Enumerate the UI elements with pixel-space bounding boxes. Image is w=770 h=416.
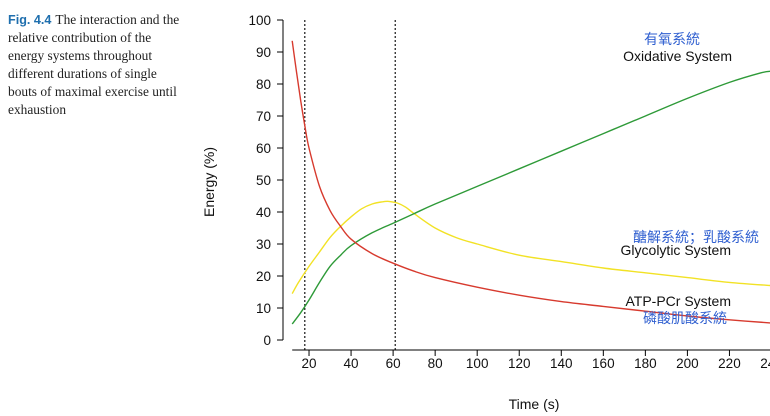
y-tick-label: 10 bbox=[256, 301, 271, 316]
series-label-glycolytic: Glycolytic System bbox=[621, 242, 731, 258]
series-line-oxidative bbox=[291, 70, 770, 325]
x-tick-label: 40 bbox=[344, 356, 359, 371]
x-tick-label: 140 bbox=[550, 356, 573, 371]
series-line-glycolytic bbox=[291, 200, 770, 294]
x-tick-label: 60 bbox=[386, 356, 401, 371]
x-tick-label: 100 bbox=[466, 356, 489, 371]
series-label-zh-atp-pcr: 磷酸肌酸系統 bbox=[643, 311, 727, 327]
x-tick-label: 240 bbox=[760, 356, 770, 371]
series-label-atp-pcr: ATP-PCr System bbox=[625, 293, 731, 309]
series-lines bbox=[291, 40, 770, 325]
x-tick-label: 200 bbox=[676, 356, 699, 371]
x-tick-label: 160 bbox=[592, 356, 615, 371]
x-tick-label: 20 bbox=[302, 356, 317, 371]
x-tick-label: 180 bbox=[634, 356, 657, 371]
y-tick-label: 100 bbox=[248, 13, 271, 28]
y-tick-label: 50 bbox=[256, 173, 271, 188]
y-tick-label: 30 bbox=[256, 237, 271, 252]
y-axis: 0 10 20 30 40 50 60 70 80 90 100 bbox=[248, 13, 284, 348]
series-line-atp-pcr bbox=[291, 40, 770, 324]
y-tick-label: 80 bbox=[256, 77, 271, 92]
x-tick-label: 220 bbox=[718, 356, 741, 371]
x-axis: 20 40 60 80 100 120 140 160 180 200 220 240 bbox=[292, 349, 770, 371]
figure-label: Fig. 4.4 bbox=[8, 13, 52, 27]
x-tick-label: 120 bbox=[508, 356, 531, 371]
figure-caption: Fig. 4.4 The interaction and the relative… bbox=[8, 11, 188, 120]
y-tick-label: 60 bbox=[256, 141, 271, 156]
y-tick-label: 70 bbox=[256, 109, 271, 124]
reference-lines bbox=[304, 20, 396, 350]
y-tick-label: 40 bbox=[256, 205, 271, 220]
y-tick-label: 20 bbox=[256, 269, 271, 284]
y-tick-label: 0 bbox=[263, 333, 271, 348]
y-axis-title: Energy (%) bbox=[201, 147, 217, 217]
series-label-zh-oxidative: 有氧系統 bbox=[644, 32, 700, 48]
y-tick-label: 90 bbox=[256, 45, 271, 60]
series-label-zh-glycolytic: 醣解系統；乳酸系統 bbox=[633, 230, 759, 246]
figure-caption-text: The interaction and the relative contrib… bbox=[8, 12, 180, 118]
x-tick-label: 80 bbox=[428, 356, 443, 371]
series-label-oxidative: Oxidative System bbox=[623, 48, 732, 64]
x-axis-title: Time (s) bbox=[509, 396, 560, 412]
